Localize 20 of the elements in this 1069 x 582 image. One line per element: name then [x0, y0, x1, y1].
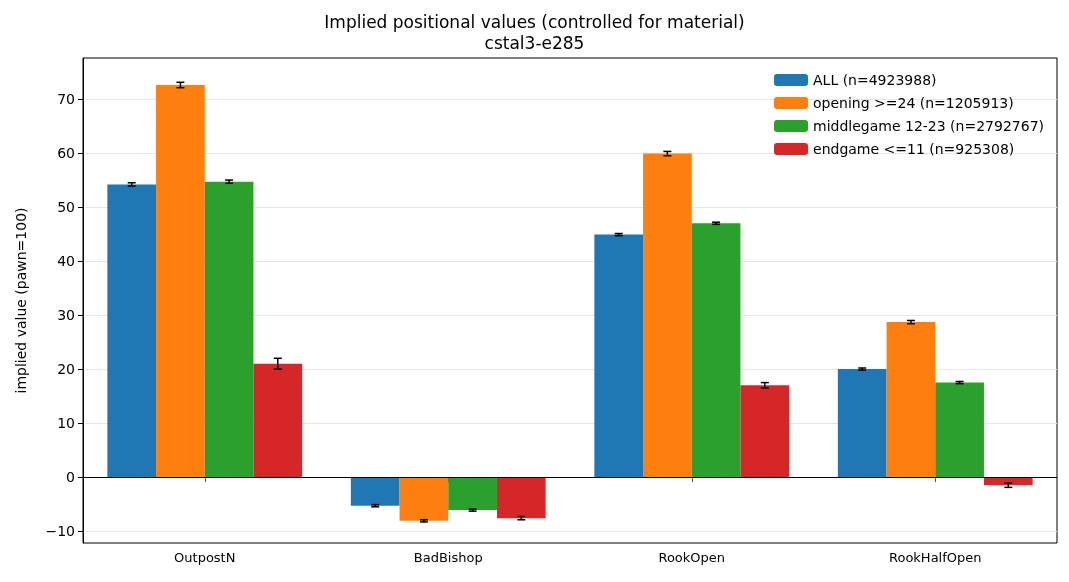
legend-label: ALL (n=4923988) [813, 72, 937, 88]
x-tick-label: RookHalfOpen [888, 550, 982, 565]
chart-title: Implied positional values (controlled for material) [324, 11, 745, 32]
x-tick-label: OutpostN [174, 550, 236, 565]
legend-label: endgame <=11 (n=925308) [813, 141, 1015, 157]
y-tick-label: 50 [57, 199, 75, 216]
y-tick-label: 20 [57, 361, 75, 378]
legend-label: middlegame 12-23 (n=2792767) [813, 118, 1044, 134]
y-tick-label: −10 [45, 523, 75, 540]
chart-subtitle: cstal3-e285 [484, 32, 585, 53]
y-tick-label: 10 [57, 415, 75, 432]
y-tick-label: 60 [57, 145, 75, 162]
y-tick-label: 30 [57, 307, 75, 324]
y-tick-label: 70 [57, 91, 75, 108]
y-tick-label: 40 [57, 253, 75, 270]
y-tick-label: 0 [66, 469, 75, 486]
legend-label: opening >=24 (n=1205913) [813, 95, 1014, 111]
x-tick-label: BadBishop [413, 550, 483, 565]
y-axis-title: implied value (pawn=100) [13, 207, 29, 394]
x-tick-label: RookOpen [658, 550, 726, 565]
